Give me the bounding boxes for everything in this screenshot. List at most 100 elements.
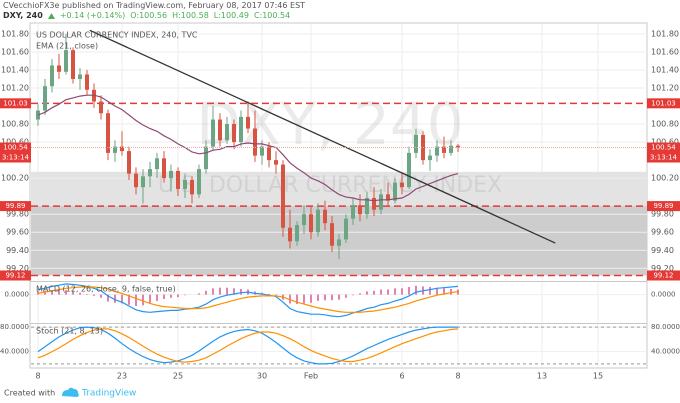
x-tick-label: 15 — [593, 372, 603, 381]
price-tag-box — [647, 142, 680, 153]
level-tag-left: 101.03 — [3, 99, 28, 107]
y-tick-label-left: 99.20 — [6, 264, 29, 273]
level-tag-box — [647, 98, 680, 109]
histogram-bar — [149, 294, 151, 304]
histogram-bar — [142, 294, 144, 306]
x-tick-label: 8 — [35, 372, 40, 381]
y-tick-label-left: 99.60 — [6, 228, 29, 237]
candle-body — [456, 145, 460, 148]
histogram-bar — [219, 287, 221, 295]
histogram-bar — [170, 294, 172, 298]
y-tick-label-left: 101.40 — [1, 65, 29, 74]
histogram-bar — [387, 289, 389, 295]
histogram-bar — [268, 293, 270, 295]
histogram-bar — [331, 294, 333, 301]
candle-body — [288, 227, 292, 242]
y-tick-label-left: 101.60 — [1, 47, 29, 56]
histogram-bar — [93, 294, 95, 296]
candle-body — [414, 134, 418, 153]
footer: Created with TradingView — [4, 387, 136, 399]
up-arrow — [47, 12, 55, 19]
axis-layer: 8 23 25 30 Feb 6 8 13 15 99.20 99.20 99.40 99.40 99.6… — [0, 29, 680, 381]
candle-body — [183, 179, 187, 189]
x-tick-label: 8 — [455, 372, 460, 381]
stoch-k-line — [37, 326, 458, 365]
candle-body — [232, 124, 236, 143]
signal-line — [37, 286, 459, 313]
footer-created: Created with — [4, 389, 55, 398]
legend-symbol: US DOLLAR CURRENCY INDEX, 240, TVC — [36, 31, 198, 40]
candle-body — [141, 176, 145, 188]
countdown-box — [0, 152, 31, 163]
y-tick-label-right: 40.0000 — [651, 348, 680, 356]
trendline — [89, 29, 556, 244]
histogram-bar — [401, 288, 403, 295]
candle-body — [267, 146, 271, 161]
candle-body — [36, 110, 40, 120]
candle-body — [50, 65, 54, 87]
high: H:100.58 — [172, 11, 209, 20]
close: C:100.54 — [253, 11, 291, 20]
candle-body — [106, 113, 110, 153]
histogram-bar — [345, 294, 347, 298]
candle-body — [211, 119, 215, 147]
candle-body — [372, 197, 376, 210]
candle-body — [309, 214, 313, 233]
candle-body — [302, 214, 306, 226]
y-tick-label-left: 99.40 — [6, 246, 29, 255]
histogram-bar — [429, 287, 431, 295]
watermark-subtitle: U.S. DOLLAR CURRENCY INDEX — [158, 173, 502, 198]
candle-body — [204, 146, 208, 170]
candle-body — [120, 146, 124, 152]
histogram-bar — [37, 290, 39, 295]
histogram-bar — [198, 293, 200, 295]
histogram-bar — [58, 290, 60, 295]
histogram-bar — [128, 294, 130, 305]
level-tag-right: 99.89 — [653, 202, 673, 210]
histogram-bar — [233, 288, 235, 295]
x-tick-label: 25 — [173, 372, 183, 381]
macd-title: MACD (12, 26, close, 9, false, true) — [36, 285, 176, 294]
y-tick-label-right: 100.20 — [651, 174, 679, 183]
change: +0.14 (+0.14%) — [59, 11, 126, 20]
y-tick-label-left: 80.0000 — [0, 323, 29, 331]
candle-body — [99, 101, 103, 114]
level-tag-box — [0, 201, 31, 212]
histogram-bar — [65, 290, 67, 295]
y-tick-label-right: 101.60 — [651, 47, 679, 56]
y-tick-label-right: 99.80 — [651, 210, 674, 219]
countdown-left: 3:13:14 — [2, 153, 30, 161]
x-tick-label: 30 — [257, 372, 267, 381]
histogram-bar — [121, 294, 123, 304]
candle-body — [78, 74, 82, 79]
candle-body — [400, 182, 404, 188]
macd-line — [37, 283, 459, 318]
histogram-bar — [205, 290, 207, 295]
candle-body — [225, 124, 229, 141]
histogram-bar — [296, 294, 298, 305]
level-tag-right: 99.12 — [653, 271, 673, 279]
low: L:100.49 — [213, 11, 249, 20]
level-tag-left: 99.89 — [5, 202, 25, 210]
candle-body — [71, 50, 75, 79]
histogram-bar — [415, 285, 417, 295]
y-tick-label-left: 40.0000 — [0, 348, 29, 356]
y-tick-label-left: 100.60 — [1, 138, 29, 147]
candle-body — [85, 74, 89, 90]
candle-body — [127, 151, 131, 174]
histogram-bar — [408, 287, 410, 295]
candle-body — [113, 146, 117, 153]
candle-body — [260, 146, 264, 156]
candle-body — [449, 145, 453, 153]
level-tag-right: 101.03 — [651, 99, 676, 107]
price-tag-right: 100.54 — [651, 143, 676, 151]
x-tick-label: Feb — [304, 372, 318, 381]
histogram-bar — [359, 293, 361, 295]
candle-body — [169, 170, 173, 179]
histogram-bar — [44, 290, 46, 295]
y-tick-label-left: 100.20 — [1, 174, 29, 183]
stoch-title: Stoch (21, 8, 13) — [36, 327, 103, 336]
y-tick-label-right: 100.80 — [651, 120, 679, 129]
